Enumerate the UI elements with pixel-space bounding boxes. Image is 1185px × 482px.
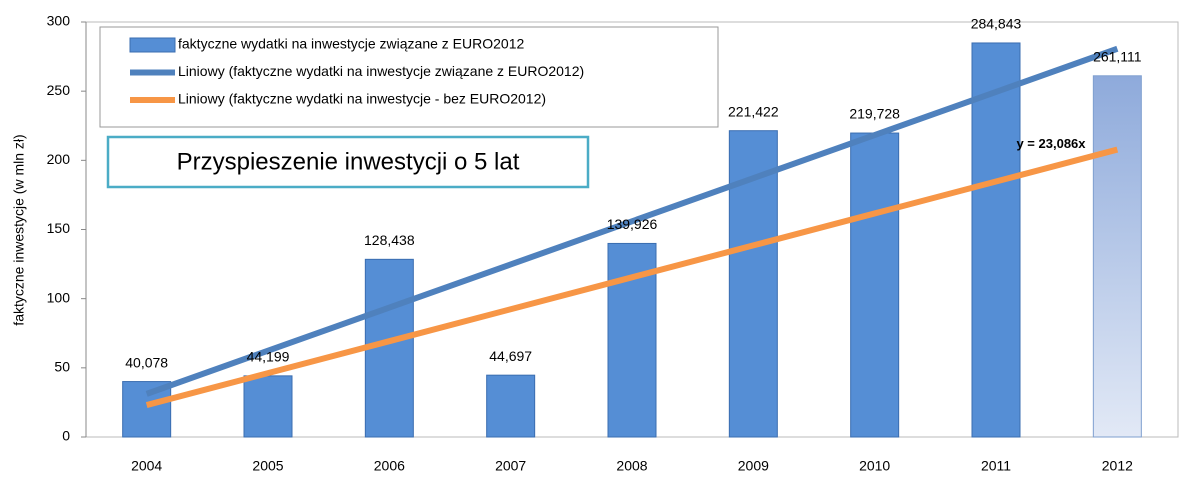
bar [364, 258, 414, 438]
data-label: 221,422 [728, 103, 779, 119]
data-label: 128,438 [364, 232, 415, 248]
bar [728, 130, 778, 438]
y-axis-label: faktyczne inwestycje (w mln zł) [11, 134, 27, 325]
x-tick-label: 2007 [495, 458, 526, 474]
data-label: 44,199 [247, 349, 290, 365]
data-label: 261,111 [1093, 48, 1142, 64]
y-tick-label: 0 [62, 428, 70, 444]
x-tick-label: 2006 [374, 458, 405, 474]
x-tick-label: 2004 [131, 458, 162, 474]
annotation-box [106, 135, 590, 189]
x-tick-label: 2005 [252, 458, 283, 474]
bar [1092, 75, 1142, 438]
legend-box [99, 26, 719, 128]
legend-label: Liniowy (faktyczne wydatki na inwestycje… [178, 63, 584, 79]
y-tick-label: 100 [47, 289, 71, 305]
x-tick-label: 2008 [616, 458, 647, 474]
bar [486, 374, 536, 438]
y-tick-label: 200 [47, 151, 71, 167]
annotation: Przyspieszenie inwestycji o 5 lat [177, 148, 520, 175]
y-tick-label: 150 [47, 220, 71, 236]
data-label: 139,926 [607, 216, 658, 232]
y-tick-label: 250 [47, 82, 71, 98]
bar [243, 375, 293, 438]
data-label: 40,078 [125, 354, 168, 370]
bar [850, 132, 900, 438]
trend-equation: y = 23,086x [1016, 136, 1086, 151]
x-tick-label: 2011 [981, 458, 1011, 474]
legend-swatch [129, 37, 176, 53]
x-tick-label: 2009 [738, 458, 769, 474]
y-tick-label: 50 [54, 359, 70, 375]
data-label: 44,697 [489, 348, 532, 364]
legend-label: Liniowy (faktyczne wydatki na inwestycje… [178, 91, 546, 107]
trend-line [145, 45, 1119, 397]
trend-line [145, 146, 1119, 408]
x-tick-label: 2010 [859, 458, 890, 474]
bar [971, 42, 1021, 438]
legend-label: faktyczne wydatki na inwestycje związane… [178, 36, 524, 52]
data-label: 219,728 [849, 106, 900, 122]
data-label: 284,843 [971, 16, 1022, 32]
x-tick-label: 2012 [1102, 458, 1133, 474]
y-tick-label: 300 [47, 13, 71, 29]
